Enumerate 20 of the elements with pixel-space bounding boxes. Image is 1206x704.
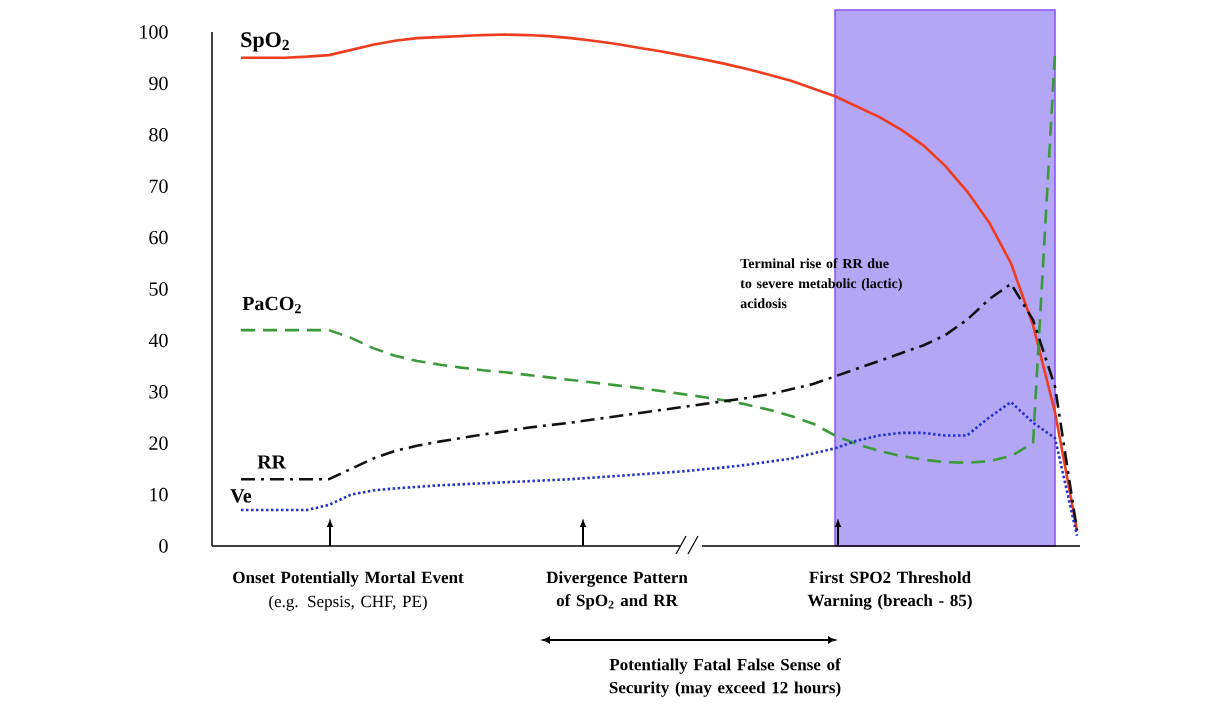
y-tick-label: 100 [140, 25, 168, 39]
y-tick-label: 70 [149, 179, 168, 193]
series-label: PaCO$_{2}$ [242, 296, 301, 314]
text: First SPO2 Threshold Warning (breach - 85) [807, 571, 972, 610]
text: (e.g. Sepsis, CHF, PE) [269, 595, 427, 611]
y-tick-label: 40 [148, 333, 168, 348]
y-tick-label: 10 [150, 487, 168, 502]
text: Potentially Fatal False Sense of Security (may exceed 12 hours) [609, 658, 841, 697]
series-label: RR [257, 455, 287, 469]
y-tick-label: 80 [149, 128, 168, 142]
y-tick-label: 50 [149, 282, 168, 296]
text: Divergence Pattern of SpO$_{2}$ and RR [546, 571, 688, 610]
y-tick-label: 20 [149, 436, 168, 450]
series-label: Ve [230, 489, 252, 503]
y-tick-label: 90 [149, 76, 168, 91]
y-tick-label: 60 [149, 230, 168, 245]
y-tick-label: 30 [149, 385, 168, 399]
y-tick-label: 0 [159, 539, 168, 553]
text: Onset Potentially Mortal Event [233, 571, 464, 587]
series-label: SpO$_{2}$ [241, 32, 289, 52]
